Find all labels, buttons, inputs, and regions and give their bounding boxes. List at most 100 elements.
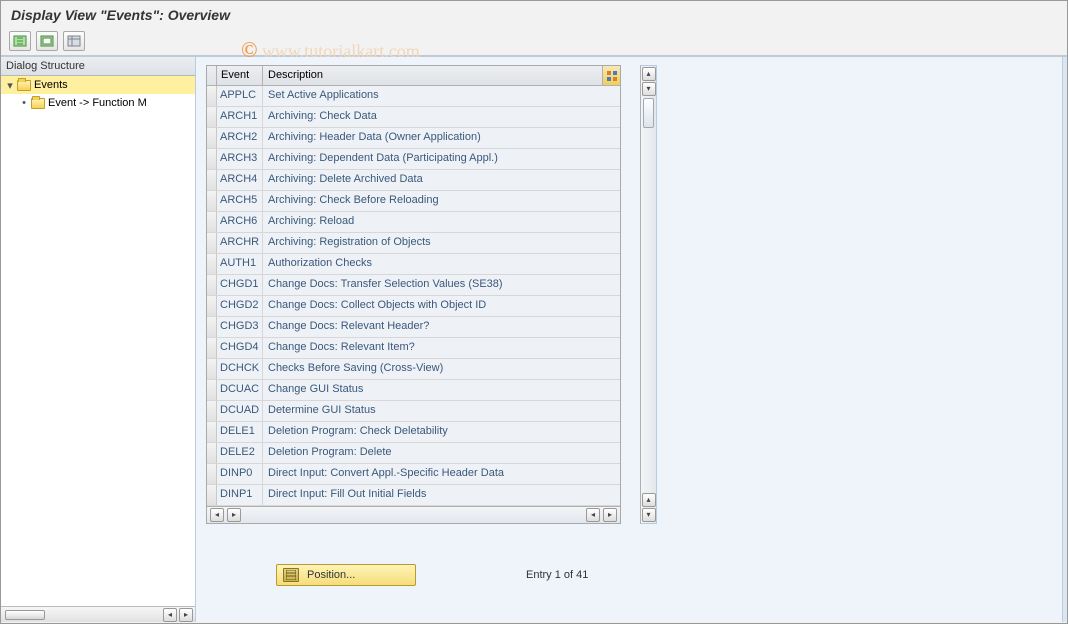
scroll-down-icon[interactable]: ▾: [642, 508, 656, 522]
table-row[interactable]: APPLCSet Active Applications: [207, 86, 620, 107]
leaf-icon: •: [19, 97, 29, 109]
cell-description: Change Docs: Transfer Selection Values (…: [263, 275, 620, 295]
table-row[interactable]: ARCH3Archiving: Dependent Data (Particip…: [207, 149, 620, 170]
cell-description: Determine GUI Status: [263, 401, 620, 421]
scroll-right-icon[interactable]: ▸: [227, 508, 241, 522]
table-row[interactable]: ARCH2Archiving: Header Data (Owner Appli…: [207, 128, 620, 149]
table-row[interactable]: ARCH1Archiving: Check Data: [207, 107, 620, 128]
events-grid: Event Description APPLCSet Active Applic…: [206, 65, 621, 524]
scroll-up-icon[interactable]: ▴: [642, 493, 656, 507]
row-selector[interactable]: [207, 317, 217, 337]
scroll-thumb[interactable]: [5, 610, 45, 620]
table-row[interactable]: ARCH6Archiving: Reload: [207, 212, 620, 233]
cell-event: DCUAD: [217, 401, 263, 421]
cell-event: APPLC: [217, 86, 263, 106]
page-title: Display View "Events": Overview: [1, 1, 1067, 29]
grid-settings-icon[interactable]: [602, 66, 620, 85]
row-selector[interactable]: [207, 275, 217, 295]
table-row[interactable]: CHGD1Change Docs: Transfer Selection Val…: [207, 275, 620, 296]
row-selector[interactable]: [207, 86, 217, 106]
row-selector[interactable]: [207, 149, 217, 169]
col-header-description[interactable]: Description: [263, 66, 620, 85]
cell-description: Change Docs: Relevant Header?: [263, 317, 620, 337]
scroll-thumb[interactable]: [643, 98, 654, 128]
row-header-corner[interactable]: [207, 66, 217, 85]
table-row[interactable]: ARCH5Archiving: Check Before Reloading: [207, 191, 620, 212]
scroll-up-icon[interactable]: ▴: [642, 67, 656, 81]
entry-status: Entry 1 of 41: [526, 569, 588, 581]
tree-hscrollbar[interactable]: ◂ ▸: [1, 606, 195, 622]
cell-event: DCUAC: [217, 380, 263, 400]
scroll-left-icon[interactable]: ◂: [163, 608, 177, 622]
col-header-event[interactable]: Event: [217, 66, 263, 85]
table-row[interactable]: ARCHRArchiving: Registration of Objects: [207, 233, 620, 254]
table-row[interactable]: DCHCKChecks Before Saving (Cross-View): [207, 359, 620, 380]
toolbar-btn-1[interactable]: [9, 31, 31, 51]
collapse-icon[interactable]: ▾: [5, 79, 15, 92]
table-row[interactable]: CHGD4Change Docs: Relevant Item?: [207, 338, 620, 359]
cell-event: DCHCK: [217, 359, 263, 379]
row-selector[interactable]: [207, 359, 217, 379]
cell-description: Deletion Program: Check Deletability: [263, 422, 620, 442]
cell-description: Archiving: Registration of Objects: [263, 233, 620, 253]
table-row[interactable]: DINP0Direct Input: Convert Appl.-Specifi…: [207, 464, 620, 485]
cell-description: Direct Input: Convert Appl.-Specific Hea…: [263, 464, 620, 484]
table-row[interactable]: ARCH4Archiving: Delete Archived Data: [207, 170, 620, 191]
cell-event: CHGD2: [217, 296, 263, 316]
row-selector[interactable]: [207, 170, 217, 190]
table-row[interactable]: DELE2Deletion Program: Delete: [207, 443, 620, 464]
row-selector[interactable]: [207, 485, 217, 505]
cell-description: Archiving: Reload: [263, 212, 620, 232]
row-selector[interactable]: [207, 443, 217, 463]
cell-event: CHGD1: [217, 275, 263, 295]
row-selector[interactable]: [207, 338, 217, 358]
cell-description: Change Docs: Collect Objects with Object…: [263, 296, 620, 316]
toolbar: [1, 29, 1067, 56]
toolbar-btn-3[interactable]: [63, 31, 85, 51]
row-selector[interactable]: [207, 128, 217, 148]
cell-event: ARCH5: [217, 191, 263, 211]
scroll-right-icon[interactable]: ▸: [179, 608, 193, 622]
row-selector[interactable]: [207, 422, 217, 442]
cell-description: Archiving: Delete Archived Data: [263, 170, 620, 190]
row-selector[interactable]: [207, 233, 217, 253]
row-selector[interactable]: [207, 212, 217, 232]
scroll-right-icon[interactable]: ▸: [603, 508, 617, 522]
position-button-label: Position...: [307, 569, 355, 581]
scroll-left-icon[interactable]: ◂: [210, 508, 224, 522]
tree-node-events[interactable]: ▾ Events: [1, 76, 195, 94]
folder-open-icon: [17, 80, 31, 91]
row-selector[interactable]: [207, 380, 217, 400]
scroll-down-icon[interactable]: ▾: [642, 82, 656, 96]
grid-hscrollbar[interactable]: ◂ ▸ ◂ ▸: [207, 506, 620, 523]
cell-event: DINP1: [217, 485, 263, 505]
cell-event: CHGD4: [217, 338, 263, 358]
grid-body: APPLCSet Active ApplicationsARCH1Archivi…: [207, 86, 620, 506]
tree-header: Dialog Structure: [1, 57, 195, 76]
row-selector[interactable]: [207, 296, 217, 316]
row-selector[interactable]: [207, 464, 217, 484]
cell-event: ARCH2: [217, 128, 263, 148]
panel-splitter[interactable]: [1062, 57, 1067, 622]
scroll-left-icon[interactable]: ◂: [586, 508, 600, 522]
table-row[interactable]: DELE1Deletion Program: Check Deletabilit…: [207, 422, 620, 443]
row-selector[interactable]: [207, 191, 217, 211]
grid-vscrollbar[interactable]: ▴ ▾ ▴ ▾: [640, 65, 657, 524]
position-icon: [283, 568, 299, 582]
tree-node-event-function[interactable]: • Event -> Function M: [1, 94, 195, 112]
row-selector[interactable]: [207, 401, 217, 421]
table-row[interactable]: CHGD3Change Docs: Relevant Header?: [207, 317, 620, 338]
grid-footer: Position... Entry 1 of 41: [206, 564, 1067, 586]
row-selector[interactable]: [207, 107, 217, 127]
table-row[interactable]: CHGD2Change Docs: Collect Objects with O…: [207, 296, 620, 317]
row-selector[interactable]: [207, 254, 217, 274]
table-row[interactable]: DCUADDetermine GUI Status: [207, 401, 620, 422]
cell-event: DINP0: [217, 464, 263, 484]
cell-event: DELE1: [217, 422, 263, 442]
table-row[interactable]: AUTH1Authorization Checks: [207, 254, 620, 275]
table-row[interactable]: DINP1Direct Input: Fill Out Initial Fiel…: [207, 485, 620, 506]
cell-event: CHGD3: [217, 317, 263, 337]
toolbar-btn-2[interactable]: [36, 31, 58, 51]
table-row[interactable]: DCUACChange GUI Status: [207, 380, 620, 401]
position-button[interactable]: Position...: [276, 564, 416, 586]
